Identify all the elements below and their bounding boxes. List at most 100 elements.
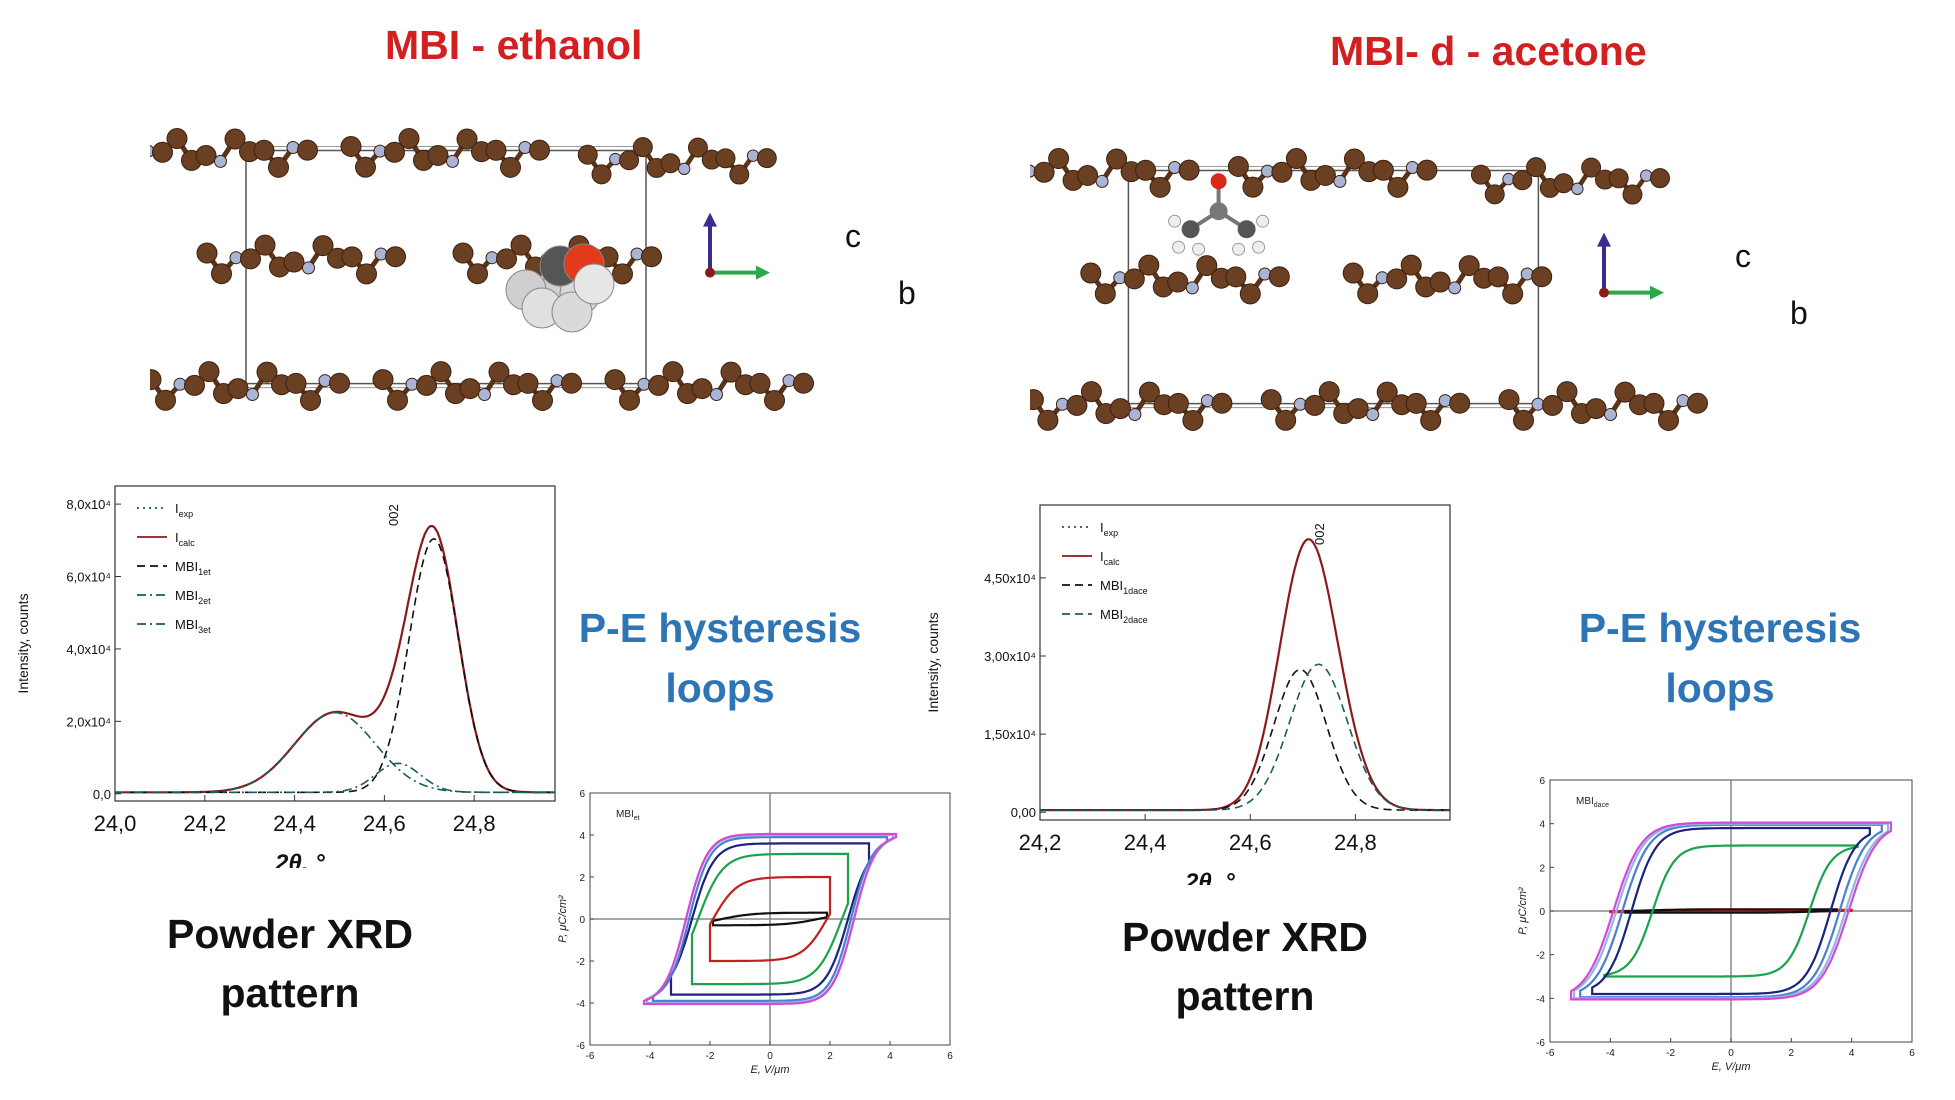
carbon-atom <box>355 156 376 178</box>
nitrogen-atom <box>1366 407 1380 421</box>
carbon-atom <box>1347 398 1369 420</box>
nitrogen-atom <box>678 162 691 176</box>
legend-subscript: 2et <box>198 596 211 606</box>
carbon-atom <box>764 389 785 411</box>
carbon-atom <box>1268 266 1290 288</box>
nitrogen-atom <box>1185 281 1199 295</box>
carbon-atom <box>372 369 394 391</box>
carbon-atom <box>1080 381 1102 403</box>
x-axis-label: E, V/μm <box>750 1064 789 1076</box>
carbon-atom <box>1342 262 1364 284</box>
legend-subscript: exp <box>179 509 194 519</box>
carbon-atom <box>1416 159 1438 181</box>
legend-subscript: exp <box>1104 528 1119 538</box>
carbon-atom <box>691 378 713 400</box>
hysteresis-loop-4 <box>1591 826 1871 996</box>
mbi-molecule <box>1260 381 1471 431</box>
carbon-atom <box>715 148 736 169</box>
carbon-atom <box>1512 170 1533 191</box>
carbon-atom <box>1211 392 1233 414</box>
hydrogen-atom <box>1256 214 1270 228</box>
pe-chart-ethanol: -6 -4 -2 0 2 4 6 -6 -4 -2 0 2 4 6 E, V/μm P, μC/cm² MBIe… <box>557 789 953 1076</box>
carbon-atom <box>300 389 321 411</box>
mbi-molecule <box>1030 381 1233 431</box>
carbon-atom <box>1458 255 1480 277</box>
carbon-atom <box>253 139 275 161</box>
axis-c-arrowhead <box>703 212 717 227</box>
hysteresis-loop-5 <box>651 836 889 1002</box>
carbon-atom <box>1400 254 1422 276</box>
carbon-atom <box>1487 266 1509 288</box>
carbon-atom <box>496 248 517 270</box>
x-tick-label: 24,6 <box>1229 830 1272 855</box>
carbon-atom <box>150 369 162 391</box>
series-mbi-2et <box>115 711 555 794</box>
oxygen-atom <box>1210 173 1227 190</box>
y-tick-label: -2 <box>1536 951 1545 962</box>
carbon-atom <box>632 137 653 158</box>
series-mbi-2dace <box>1040 663 1450 811</box>
x-tick-label: -2 <box>1666 1048 1675 1059</box>
y-tick-label: 2,0x10⁴ <box>66 714 111 729</box>
axis-label-b-left: b <box>898 275 916 311</box>
nitrogen-atom <box>1095 174 1109 188</box>
carbon-atom <box>459 378 481 400</box>
carbon-atom <box>1123 268 1145 290</box>
carbon-atom <box>385 246 406 268</box>
carbon-atom <box>1209 202 1228 221</box>
carbon-atom <box>1271 161 1293 183</box>
x-tick-label: 24,0 <box>94 811 137 836</box>
hydrogen-atom <box>1252 240 1266 254</box>
x-tick-label: -4 <box>646 1051 655 1062</box>
y-axis-label: P, μC/cm² <box>557 895 569 943</box>
ethanol-atom <box>573 263 615 305</box>
carbon-atom <box>793 372 814 394</box>
mbi-molecule <box>196 234 406 285</box>
x-tick-label: 6 <box>947 1051 953 1062</box>
carbon-atom <box>561 372 582 394</box>
pe-title-left: P-E hysteresis loops <box>560 598 880 718</box>
carbon-atom <box>1608 168 1629 189</box>
axis-label-c-left: c <box>845 218 861 254</box>
carbon-atom <box>356 263 377 285</box>
carbon-atom <box>1138 254 1160 276</box>
y-tick-label: 0,0 <box>93 787 111 802</box>
x-tick-label: -4 <box>1606 1048 1615 1059</box>
carbon-atom <box>619 150 640 171</box>
carbon-atom <box>1484 184 1505 205</box>
title-mbi-d-acetone: MBI- d - acetone <box>1330 28 1647 74</box>
carbon-atom <box>1260 389 1282 411</box>
carbon-atom <box>604 369 626 391</box>
peak-label-002: 002 <box>1312 523 1327 545</box>
xrd-chart-acetone: 24,2 24,4 24,6 24,8 0,00 1,50x10⁴ 3,00x10⁴ 4,50… <box>925 504 1451 885</box>
nitrogen-atom <box>1571 182 1584 196</box>
legend-entry: MBI1dace <box>1100 578 1148 596</box>
hydrogen-atom <box>1192 242 1206 256</box>
panel-label-subscript: dace <box>1594 802 1609 809</box>
carbon-atom <box>456 128 478 150</box>
y-tick-label: 1,50x10⁴ <box>984 727 1036 742</box>
y-axis-label: P, μC/cm² <box>1517 887 1529 935</box>
carbon-atom <box>256 361 278 383</box>
carbon-atom <box>211 263 232 285</box>
carbon-atom <box>1227 156 1249 177</box>
title-mbi-ethanol: MBI - ethanol <box>385 22 643 68</box>
series-mbi-1et <box>115 538 555 794</box>
y-tick-label: 2 <box>579 873 585 884</box>
plot-frame <box>1039 504 1451 821</box>
carbon-atom <box>1526 157 1547 178</box>
peak-label-002: 002 <box>386 504 401 526</box>
plot-frame <box>114 485 556 802</box>
carbon-atom <box>1077 164 1099 186</box>
x-tick-label: 0 <box>1728 1048 1734 1059</box>
y-tick-label: 0,00 <box>1011 805 1036 820</box>
carbon-atom <box>1357 283 1379 305</box>
carbon-atom <box>1135 159 1157 181</box>
nitrogen-atom <box>478 387 491 401</box>
axis-origin <box>1599 287 1609 298</box>
carbon-atom <box>1094 283 1116 305</box>
carbon-atom <box>648 374 669 396</box>
carbon-atom <box>196 242 218 264</box>
mbi-molecule <box>150 128 318 178</box>
carbon-atom <box>1643 392 1665 414</box>
